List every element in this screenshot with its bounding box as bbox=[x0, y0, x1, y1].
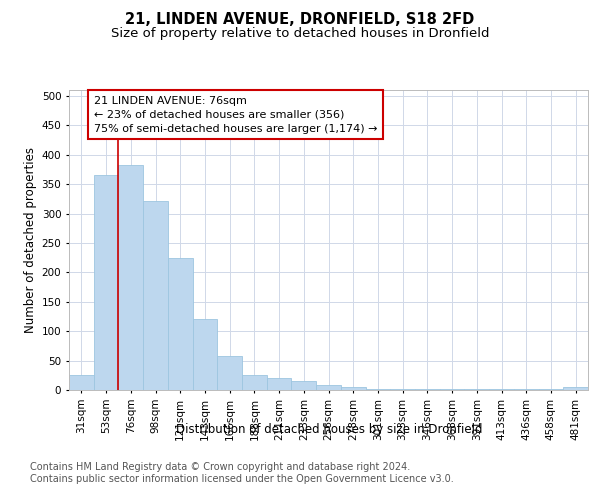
Bar bbox=[242, 376, 267, 390]
Text: 21, LINDEN AVENUE, DRONFIELD, S18 2FD: 21, LINDEN AVENUE, DRONFIELD, S18 2FD bbox=[125, 12, 475, 28]
Text: Contains HM Land Registry data © Crown copyright and database right 2024.: Contains HM Land Registry data © Crown c… bbox=[30, 462, 410, 472]
Text: Contains public sector information licensed under the Open Government Licence v3: Contains public sector information licen… bbox=[30, 474, 454, 484]
Text: 21 LINDEN AVENUE: 76sqm
← 23% of detached houses are smaller (356)
75% of semi-d: 21 LINDEN AVENUE: 76sqm ← 23% of detache… bbox=[94, 96, 377, 134]
Bar bbox=[390, 389, 415, 390]
Y-axis label: Number of detached properties: Number of detached properties bbox=[25, 147, 37, 333]
Bar bbox=[94, 176, 118, 390]
Bar bbox=[316, 386, 341, 390]
Bar bbox=[168, 258, 193, 390]
Text: Size of property relative to detached houses in Dronfield: Size of property relative to detached ho… bbox=[111, 28, 489, 40]
Bar bbox=[415, 389, 440, 390]
Bar bbox=[69, 376, 94, 390]
Bar bbox=[118, 164, 143, 390]
Bar bbox=[217, 356, 242, 390]
Text: Distribution of detached houses by size in Dronfield: Distribution of detached houses by size … bbox=[176, 422, 482, 436]
Bar bbox=[267, 378, 292, 390]
Bar bbox=[193, 320, 217, 390]
Bar bbox=[143, 200, 168, 390]
Bar bbox=[365, 389, 390, 390]
Bar bbox=[292, 381, 316, 390]
Bar bbox=[341, 387, 365, 390]
Bar bbox=[563, 387, 588, 390]
